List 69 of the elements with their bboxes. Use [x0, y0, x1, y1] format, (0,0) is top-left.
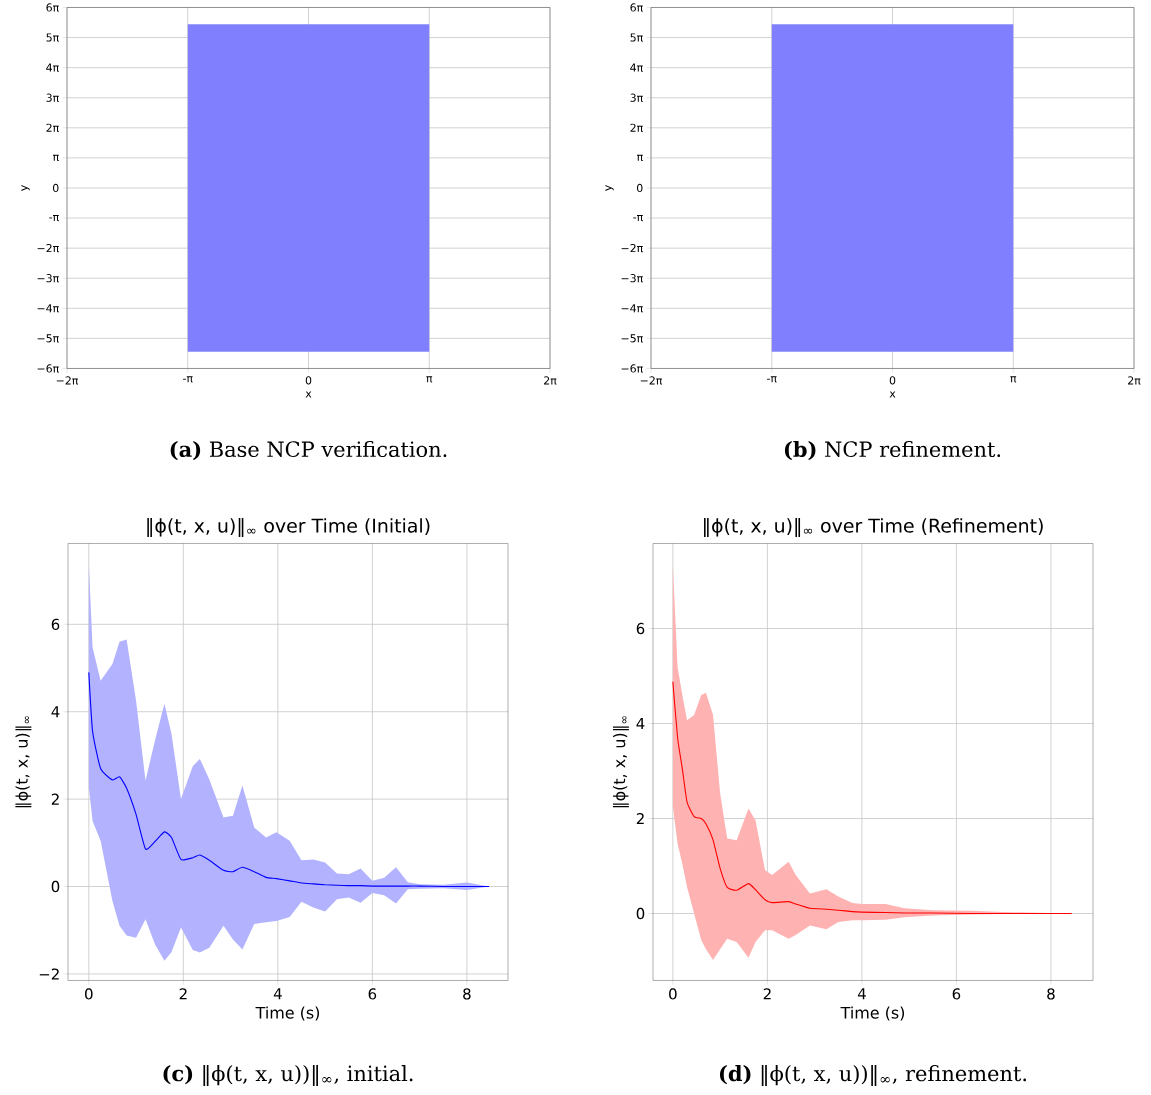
y-tick-label: 6π — [46, 3, 59, 12]
y-tick-label: −2 — [39, 968, 59, 980]
y-tick-label: 0 — [51, 880, 60, 892]
y-tick-label: 0 — [636, 907, 645, 919]
x-tick-label: -π — [767, 376, 777, 383]
x-tick-label: 6 — [952, 988, 961, 1000]
x-axis-title: Time (s) — [840, 1006, 905, 1021]
x-tick-label: 2 — [763, 988, 771, 1000]
y-tick-label: −4π — [621, 303, 643, 313]
x-tick-label: 4 — [857, 988, 866, 999]
x-tick-label: -π — [183, 376, 193, 383]
x-tick-label: π — [1010, 376, 1017, 383]
y-tick-label: 2π — [46, 123, 59, 132]
y-tick-label: 5π — [630, 33, 643, 42]
x-axis-title: Time (s) — [255, 1006, 320, 1021]
x-tick-label: 0 — [889, 376, 896, 385]
x-tick-label: 0 — [669, 988, 677, 1000]
x-tick-label: 8 — [463, 988, 471, 1000]
chart-title: ‖ϕ(t, x, u)‖$_{∞}$ over Time (Refinement) — [704, 517, 1043, 537]
y-tick-label: π — [53, 154, 59, 161]
line-series — [88, 671, 490, 887]
y-axis-title: y — [21, 184, 30, 191]
chart-title: ‖ϕ(t, x, u)‖$_{∞}$ over Time (Initial) — [147, 517, 430, 537]
y-tick-label: 3π — [46, 93, 59, 102]
y-tick-label: 4π — [630, 63, 643, 72]
y-tick-label: 4 — [51, 706, 60, 717]
y-tick-label: −6π — [37, 364, 59, 373]
text: (b) NCP refinement. — [784, 440, 1001, 460]
text: (a) Base NCP verification. — [170, 440, 447, 460]
y-tick-label: 0 — [52, 183, 59, 192]
y-tick-label: 6 — [51, 618, 60, 630]
y-tick-label: -π — [633, 214, 643, 221]
y-tick-label: −2π — [37, 243, 59, 253]
line-series — [672, 680, 1073, 914]
y-tick-label: 4 — [636, 717, 645, 729]
y-tick-label: −4π — [37, 303, 59, 313]
y-tick-label: 6π — [630, 3, 643, 12]
y-tick-label: −6π — [621, 364, 643, 373]
y-tick-label: 3π — [630, 93, 643, 102]
y-tick-label: 6 — [636, 622, 645, 634]
x-tick-label: π — [426, 376, 433, 383]
x-tick-label: 8 — [1047, 988, 1055, 1000]
y-axis-title: y — [605, 184, 614, 191]
y-tick-label: −3π — [37, 273, 59, 283]
text: (d) ‖ϕ(t, x, u))‖$_{∞}$, refinement. — [719, 1064, 1027, 1086]
y-tick-label: 2 — [636, 812, 644, 824]
y-axis-title: ‖ϕ(t, x, u)‖$_{∞}$ — [612, 716, 629, 808]
x-tick-label: 0 — [305, 376, 312, 385]
y-tick-label: −3π — [621, 273, 643, 283]
x-tick-label: 2 — [179, 988, 187, 1000]
x-tick-label: 6 — [368, 988, 377, 1000]
y-tick-label: 2 — [51, 793, 59, 805]
y-tick-label: −5π — [37, 334, 59, 343]
y-axis-title: ‖ϕ(t, x, u)‖$_{∞}$ — [15, 716, 32, 808]
x-tick-label: 2π — [544, 376, 557, 385]
x-axis-title: x — [305, 391, 312, 398]
y-tick-label: -π — [49, 214, 59, 221]
y-tick-label: −2π — [621, 243, 643, 253]
y-tick-label: −5π — [621, 334, 643, 343]
text: (c) ‖ϕ(t, x, u))‖$_{∞}$, initial. — [163, 1064, 413, 1086]
y-tick-label: π — [637, 154, 643, 161]
y-tick-label: 5π — [46, 33, 59, 42]
y-tick-label: 2π — [630, 123, 643, 132]
x-tick-label: 0 — [85, 988, 93, 1000]
y-tick-label: 0 — [636, 183, 643, 192]
x-tick-label: 2π — [1128, 376, 1141, 385]
x-tick-label: 4 — [273, 988, 282, 999]
y-tick-label: 4π — [46, 63, 59, 72]
x-axis-title: x — [889, 391, 896, 398]
